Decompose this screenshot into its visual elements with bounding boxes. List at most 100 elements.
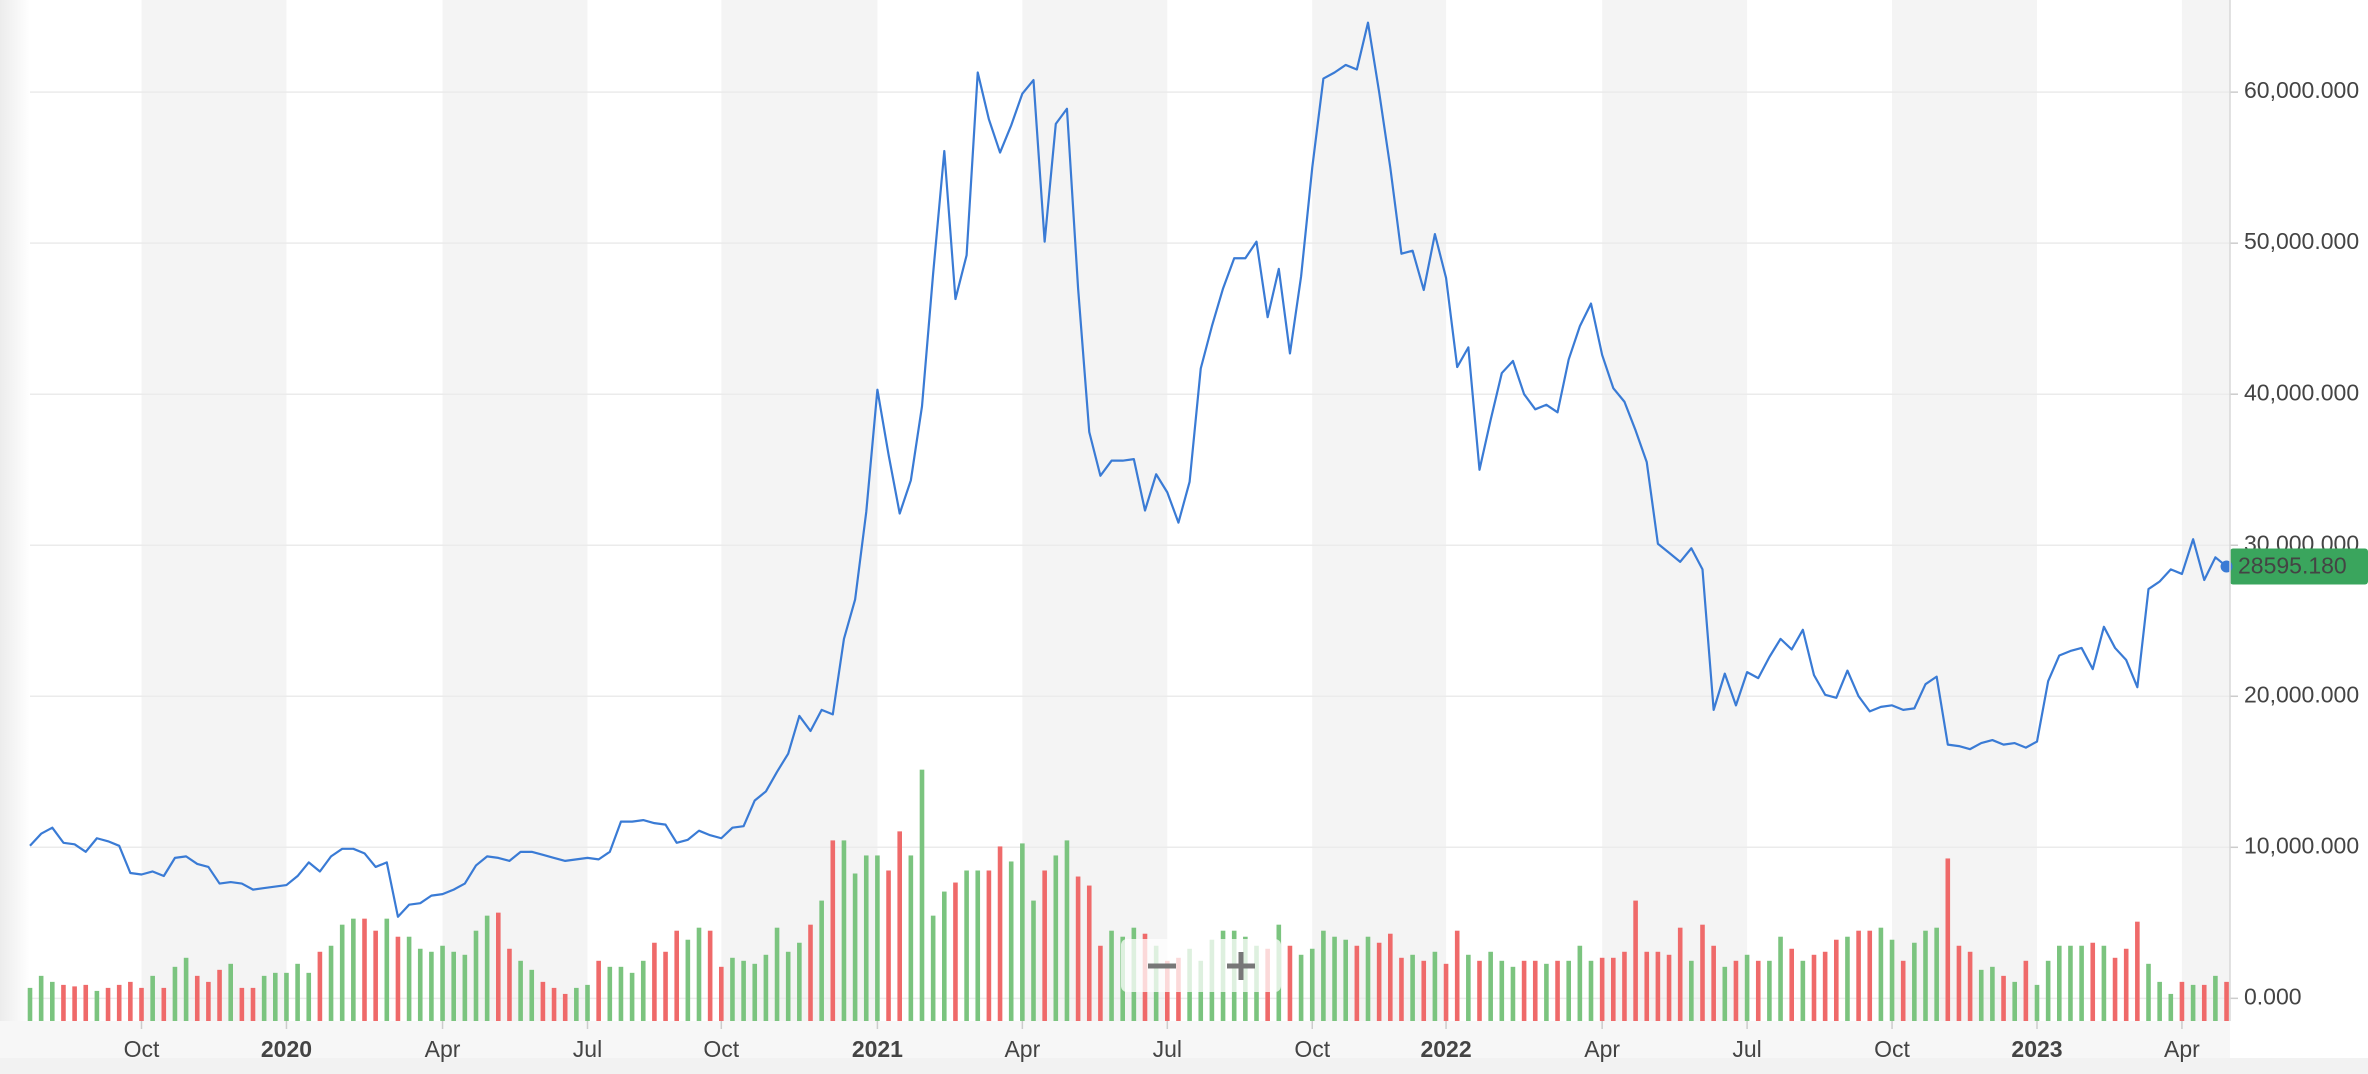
volume-bar [139, 987, 144, 1021]
volume-bar [663, 951, 668, 1021]
volume-bar [351, 918, 356, 1021]
volume-bar [551, 987, 557, 1021]
volume-bar [1978, 969, 1984, 1021]
volume-bar [2123, 948, 2129, 1021]
volume-bar [2079, 945, 2084, 1021]
volume-bar [518, 960, 523, 1021]
volume-bar [1689, 960, 1694, 1021]
x-tick-label: Jul [1153, 1036, 1182, 1062]
volume-bar [462, 954, 468, 1021]
volume-bar [574, 987, 579, 1021]
volume-bar [997, 846, 1003, 1021]
volume-bar [1053, 855, 1059, 1021]
volume-bar [1510, 966, 1516, 1021]
volume-bar [328, 945, 334, 1021]
volume-bar [395, 936, 401, 1021]
volume-bar [930, 915, 936, 1021]
volume-bar [2135, 921, 2140, 1021]
volume-bar [50, 981, 55, 1021]
zoom-control [1121, 939, 1281, 992]
y-tick-label: 0.000 [2244, 983, 2302, 1009]
volume-bar [1454, 930, 1460, 1021]
band [1312, 0, 1447, 1021]
volume-bar [1599, 957, 1605, 1021]
volume-bar [808, 924, 813, 1021]
volume-bar [730, 957, 735, 1021]
volume-bar [250, 987, 256, 1021]
volume-bar [150, 975, 155, 1021]
x-tick-label: 2020 [261, 1036, 312, 1062]
volume-bar [239, 987, 245, 1021]
band [141, 0, 287, 1021]
zoom-in-button[interactable] [1220, 945, 1262, 987]
volume-bar [473, 930, 479, 1021]
volume-bar [1376, 942, 1382, 1021]
volume-bar [1321, 930, 1326, 1021]
volume-bar [1878, 927, 1884, 1021]
band [1892, 0, 2037, 1021]
volume-bar [105, 987, 111, 1021]
plot: 0.00010,000.00020,000.00030,000.00040,00… [27, 21, 2368, 1062]
volume-bar [2201, 984, 2207, 1021]
volume-bar [406, 936, 412, 1021]
x-tick-label: Apr [1584, 1036, 1620, 1062]
volume-bar [897, 831, 902, 1021]
volume-bar [1912, 942, 1917, 1021]
volume-bar [696, 927, 702, 1021]
volume-bar [2034, 984, 2040, 1021]
volume-bar [1086, 885, 1092, 1021]
volume-bar [1388, 933, 1393, 1021]
volume-bar [172, 966, 178, 1021]
volume-bar [94, 990, 100, 1021]
volume-bar [273, 972, 278, 1021]
volume-bar [1633, 900, 1638, 1021]
volume-bar [1733, 960, 1739, 1021]
volume-bar [1644, 951, 1650, 1021]
volume-bar [1031, 900, 1036, 1021]
volume-bar [1421, 960, 1427, 1021]
volume-bar [1767, 960, 1772, 1021]
volume-bar [27, 987, 33, 1021]
x-tick-label: Apr [425, 1036, 461, 1062]
volume-bar [1666, 954, 1672, 1021]
volume-bar [707, 930, 713, 1021]
volume-bar [83, 984, 89, 1021]
volume-bar [429, 951, 434, 1021]
volume-bar [1098, 945, 1103, 1021]
volume-bar [1990, 966, 1995, 1021]
y-tick-label: 60,000.000 [2244, 77, 2359, 103]
price-line [29, 21, 2228, 918]
volume-bar [2068, 945, 2073, 1021]
volume-bar [1622, 951, 1627, 1021]
volume-bar [1354, 945, 1360, 1021]
volume-bar [2112, 957, 2118, 1021]
volume-bar [484, 915, 490, 1021]
volume-bar [1298, 954, 1304, 1021]
volume-bar [72, 986, 77, 1021]
volume-bar [2090, 942, 2096, 1021]
zoom-out-button[interactable] [1141, 945, 1183, 987]
volume-bar [1722, 966, 1728, 1021]
volume-bar [1811, 954, 1817, 1021]
band [2181, 0, 2230, 1021]
volume-bar [1945, 858, 1951, 1021]
volume-bar [2146, 963, 2151, 1021]
volume-bar [2001, 975, 2006, 1021]
volume-bar [1577, 945, 1583, 1021]
volume-bar [362, 918, 367, 1021]
volume-bar [2168, 993, 2174, 1021]
volume-bar [908, 855, 914, 1021]
volume-bar [1365, 936, 1371, 1021]
volume-bar [1042, 870, 1047, 1021]
volume-bar [1020, 843, 1025, 1021]
volume-bar [919, 769, 925, 1021]
band [1022, 0, 1168, 1021]
volume-bar [128, 981, 133, 1021]
volume-bar [261, 975, 267, 1021]
volume-bar [2023, 960, 2029, 1021]
volume-bar [1521, 960, 1527, 1021]
volume-bar [2157, 981, 2162, 1021]
volume-bar [797, 942, 802, 1021]
volume-bar [741, 960, 746, 1021]
